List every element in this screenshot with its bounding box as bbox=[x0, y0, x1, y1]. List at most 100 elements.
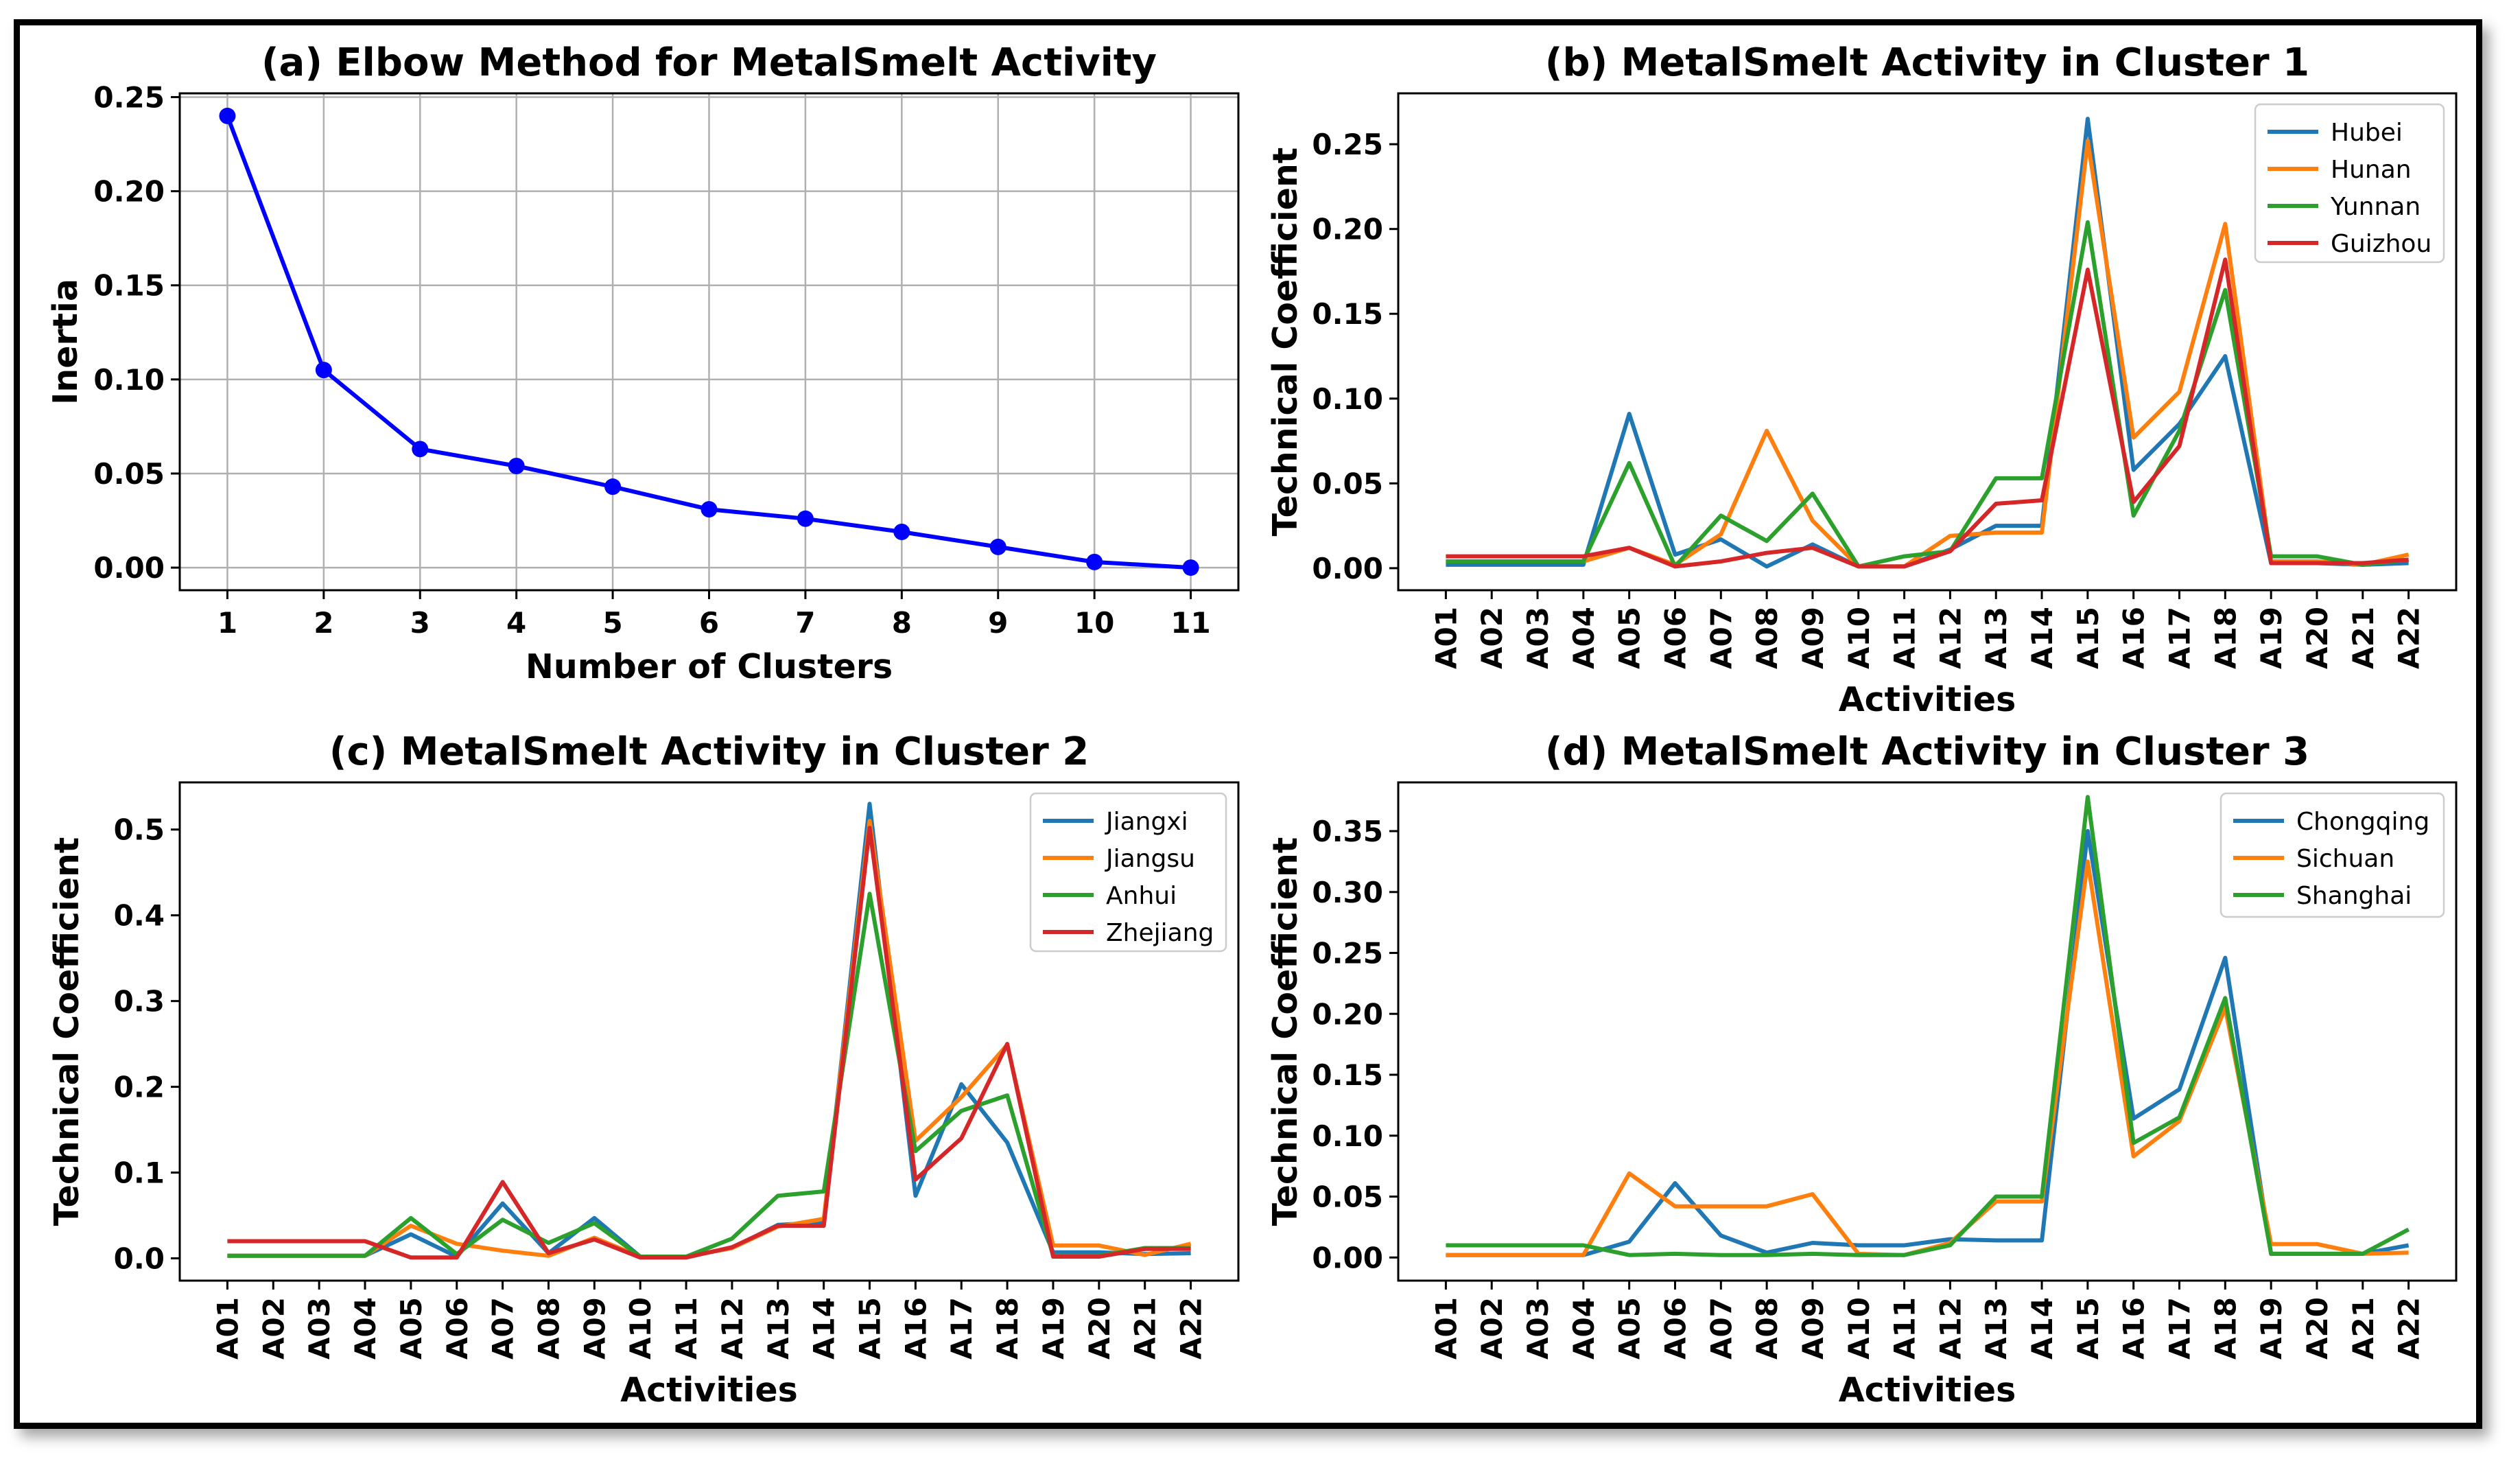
x-tick-label: A21 bbox=[1129, 1297, 1162, 1360]
x-tick-label: A01 bbox=[1429, 1297, 1463, 1360]
x-tick-label: A07 bbox=[486, 1297, 520, 1360]
y-tick-label: 0.10 bbox=[93, 363, 165, 397]
legend: Hubei Hunan Yunnan Guizhou bbox=[2254, 103, 2445, 264]
chart-panel-a: 0.00 0.05 0.10 0.15 0.20 0.25 1 2 3 4 5 6 7 8 9 10 11 (a)… bbox=[46, 40, 1240, 686]
x-tick-label: A20 bbox=[2300, 607, 2334, 669]
legend-box bbox=[2254, 103, 2445, 264]
y-tick-label: 0.30 bbox=[1312, 876, 1383, 909]
x-tick-label: 8 bbox=[892, 606, 912, 640]
data-point bbox=[315, 362, 332, 379]
x-tick-label: A17 bbox=[2163, 607, 2197, 669]
data-point bbox=[508, 458, 525, 474]
chart-panel-b: 0.00 0.05 0.10 0.15 0.20 0.25 A01 A02 A03 A04 A05 A… bbox=[1266, 40, 2458, 719]
y-tick-label: 0.5 bbox=[114, 813, 165, 847]
x-tick-label: A01 bbox=[211, 1297, 244, 1360]
x-tick-label: A14 bbox=[808, 1297, 841, 1360]
legend-label: Zhejiang bbox=[1106, 919, 1214, 947]
y-tick-label: 0.25 bbox=[1312, 937, 1383, 970]
x-tick-label: A07 bbox=[1704, 607, 1738, 669]
y-tick-label: 0.25 bbox=[1312, 128, 1383, 161]
series-line-guizhou bbox=[1446, 257, 2409, 569]
y-tick-label: 0.15 bbox=[1312, 297, 1383, 331]
x-axis-label: Activities bbox=[1839, 1371, 2016, 1410]
y-tick-label: 0.15 bbox=[1312, 1058, 1383, 1092]
legend-label: Jiangxi bbox=[1105, 808, 1188, 836]
y-tick-label: 0.1 bbox=[114, 1156, 165, 1190]
x-tick-label: A04 bbox=[1567, 1297, 1601, 1360]
y-tick-label: 0.2 bbox=[114, 1071, 165, 1104]
x-tick-label: A18 bbox=[2209, 607, 2242, 669]
x-tick-label: 9 bbox=[988, 606, 1008, 640]
x-tick-label: A08 bbox=[532, 1297, 565, 1360]
chart-title: (a) Elbow Method for MetalSmelt Activity bbox=[261, 40, 1157, 85]
chart-title: (b) MetalSmelt Activity in Cluster 1 bbox=[1545, 40, 2309, 85]
x-tick-label: 1 bbox=[217, 606, 237, 640]
y-tick-label: 0.4 bbox=[114, 899, 165, 933]
x-tick-label: A14 bbox=[2025, 1297, 2059, 1360]
x-tick-label: A21 bbox=[2346, 607, 2380, 669]
x-tick-label: A05 bbox=[1613, 1297, 1647, 1360]
x-tick-label: 2 bbox=[314, 606, 333, 640]
legend-label: Sichuan bbox=[2296, 845, 2394, 873]
data-point bbox=[797, 510, 814, 527]
x-tick-label: 3 bbox=[410, 606, 430, 640]
x-tick-label: A06 bbox=[1658, 1297, 1692, 1360]
y-tick-label: 0.05 bbox=[1312, 1180, 1383, 1214]
x-tick-label: A10 bbox=[1842, 1297, 1876, 1360]
x-tick-label: A16 bbox=[2117, 1297, 2151, 1360]
series-line-zhejiang bbox=[227, 826, 1191, 1260]
x-tick-label: A17 bbox=[945, 1297, 978, 1360]
legend-label: Shanghai bbox=[2296, 882, 2412, 910]
y-tick-label: 0.20 bbox=[93, 175, 165, 209]
data-point bbox=[1086, 553, 1103, 570]
y-tick-label: 0.25 bbox=[93, 80, 165, 114]
y-tick-label: 0.15 bbox=[93, 269, 165, 303]
x-tick-label: A13 bbox=[1979, 1297, 2013, 1360]
x-tick-label: A05 bbox=[1613, 607, 1647, 669]
legend-label: Yunnan bbox=[2330, 193, 2421, 221]
chart-panel-c: 0.0 0.1 0.2 0.3 0.4 0.5 A01 A02 A03 A04 A05 A06 A07 A… bbox=[47, 730, 1240, 1410]
x-tick-label: A19 bbox=[1037, 1297, 1070, 1360]
x-tick-label: A19 bbox=[2254, 1297, 2288, 1360]
x-tick-label: A19 bbox=[2254, 607, 2288, 669]
y-tick-label: 0.20 bbox=[1312, 213, 1383, 246]
y-tick-label: 0.00 bbox=[1312, 1241, 1383, 1274]
x-tick-label: 5 bbox=[602, 606, 622, 640]
chart-panel-d: 0.00 0.05 0.10 0.15 0.20 0.25 0.30 0.35 A01 A02 A0… bbox=[1266, 730, 2458, 1410]
y-tick-label: 0.35 bbox=[1312, 815, 1383, 848]
x-tick-label: A03 bbox=[1521, 1297, 1555, 1360]
x-tick-label: A06 bbox=[1658, 607, 1692, 669]
x-tick-label: A03 bbox=[303, 1297, 336, 1360]
x-tick-label: A22 bbox=[1175, 1297, 1208, 1360]
legend-box bbox=[1029, 792, 1227, 953]
x-tick-label: A04 bbox=[1567, 607, 1601, 669]
x-tick-label: A14 bbox=[2025, 607, 2059, 669]
x-tick-label: 4 bbox=[506, 606, 526, 640]
x-tick-label: A08 bbox=[1750, 1297, 1784, 1360]
x-tick-label: A15 bbox=[853, 1297, 887, 1360]
legend-label: Hubei bbox=[2331, 119, 2403, 147]
data-point bbox=[219, 107, 236, 124]
y-tick-label: 0.3 bbox=[114, 985, 165, 1018]
data-point bbox=[700, 501, 718, 518]
y-tick-label: 0.10 bbox=[1312, 382, 1383, 416]
x-tick-label: A21 bbox=[2346, 1297, 2380, 1360]
x-tick-label: A10 bbox=[624, 1297, 657, 1360]
legend: Jiangxi Jiangsu Anhui Zhejiang bbox=[1029, 792, 1227, 953]
plot-area-border bbox=[178, 781, 1240, 1282]
legend-label: Jiangsu bbox=[1105, 845, 1195, 873]
x-tick-label: A03 bbox=[1521, 607, 1555, 669]
x-tick-label: A08 bbox=[1750, 607, 1784, 669]
x-tick-label: A06 bbox=[440, 1297, 474, 1360]
series-line-shanghai bbox=[1446, 795, 2410, 1257]
x-tick-label: A11 bbox=[670, 1297, 703, 1360]
y-axis-label: Technical Coefficient bbox=[1266, 837, 1305, 1226]
y-axis-label: Inertia bbox=[46, 279, 85, 405]
legend-label: Guizhou bbox=[2331, 230, 2431, 258]
data-point bbox=[989, 538, 1006, 555]
data-point bbox=[604, 478, 622, 496]
x-tick-label: A02 bbox=[1475, 607, 1509, 669]
x-axis-label: Activities bbox=[1839, 680, 2016, 719]
x-tick-label: 6 bbox=[699, 606, 719, 640]
series-line-anhui bbox=[227, 892, 1191, 1259]
